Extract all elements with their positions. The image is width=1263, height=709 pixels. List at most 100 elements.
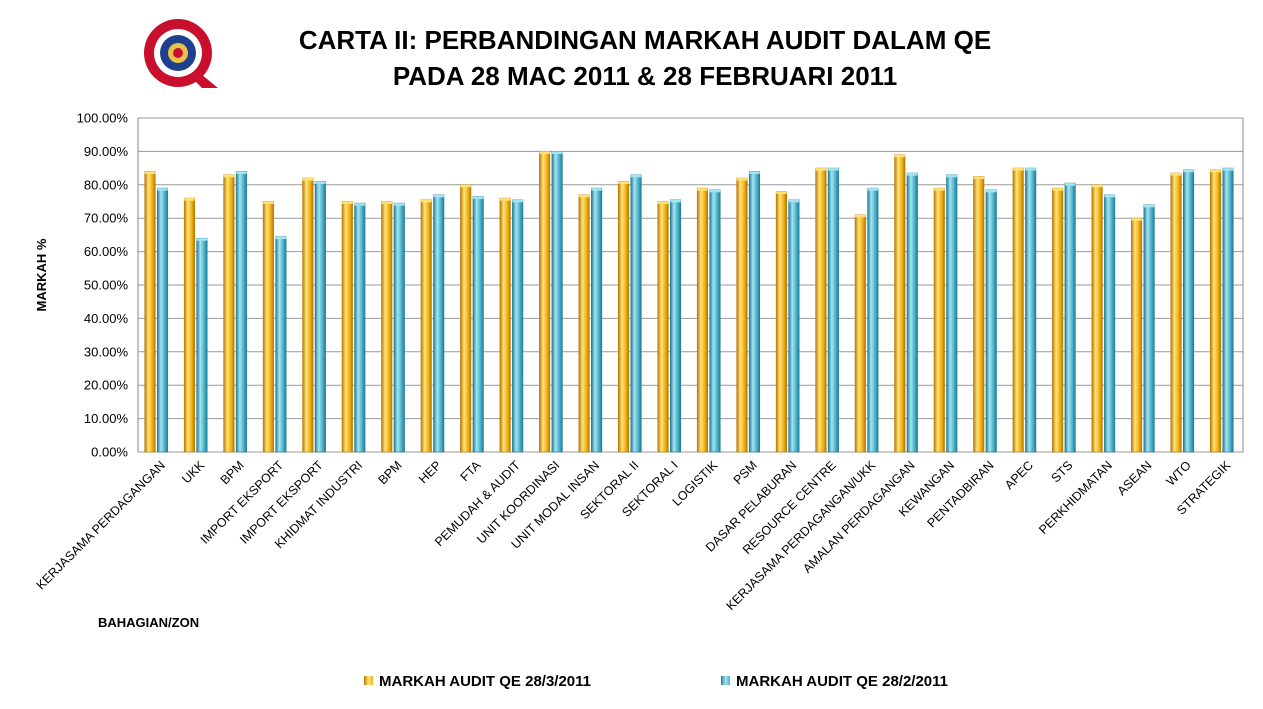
bar-series-2: [393, 202, 405, 453]
bar-cap-series-2: [1222, 168, 1234, 171]
bar-series-1: [183, 197, 195, 453]
bar-series-1: [460, 184, 472, 453]
bar-series-1: [420, 199, 432, 453]
bar-cap-series-2: [749, 171, 760, 174]
bar-series-2: [906, 172, 918, 453]
bar-series-1: [223, 174, 235, 453]
bar-cap-series-1: [460, 184, 471, 188]
bar-cap-series-2: [157, 188, 168, 191]
bars: [144, 151, 1234, 453]
y-tick-label: 70.00%: [84, 211, 129, 226]
bar-cap-series-1: [499, 198, 511, 201]
bar-cap-series-2: [551, 151, 563, 154]
bar-series-1: [1131, 217, 1143, 453]
x-tick-label: APEC: [1002, 458, 1036, 492]
bar-series-2: [591, 187, 603, 453]
bar-cap-series-1: [657, 201, 669, 204]
bar-cap-series-1: [776, 191, 787, 194]
bar-cap-series-2: [907, 173, 918, 176]
bar-cap-series-1: [973, 176, 984, 179]
y-tick-label: 40.00%: [84, 311, 129, 326]
y-tick-label: 0.00%: [91, 445, 128, 460]
bar-series-1: [262, 201, 274, 453]
bar-cap-series-1: [1012, 168, 1024, 171]
bar-series-1: [539, 151, 551, 453]
bar-series-1: [775, 191, 787, 453]
legend-swatch-series-2: [721, 676, 730, 685]
bar-series-1: [1012, 167, 1024, 453]
bar-cap-series-2: [591, 188, 602, 191]
bar-cap-series-2: [196, 238, 208, 241]
bar-cap-series-1: [855, 214, 866, 218]
y-tick-label: 100.00%: [77, 111, 129, 126]
bar-cap-series-1: [302, 178, 314, 181]
legend-item-series-2: MARKAH AUDIT QE 28/2/2011: [721, 673, 948, 690]
bar-cap-series-2: [630, 174, 642, 178]
bar-cap-series-1: [1131, 218, 1142, 221]
bar-cap-series-1: [144, 171, 156, 174]
y-tick-label: 80.00%: [84, 177, 129, 192]
bar-series-2: [669, 199, 682, 453]
bar-series-2: [1104, 194, 1116, 453]
bar-series-2: [748, 171, 760, 453]
y-tick-label: 90.00%: [84, 144, 129, 159]
bar-series-1: [933, 187, 945, 453]
bar-cap-series-1: [342, 201, 353, 204]
bar-cap-series-1: [618, 181, 629, 184]
bar-cap-series-1: [1170, 173, 1182, 176]
y-tick-label: 50.00%: [84, 278, 129, 293]
bar-cap-series-2: [1104, 194, 1115, 198]
bar-series-1: [696, 187, 709, 453]
x-tick-label: HEP: [416, 458, 444, 486]
y-tick-label: 30.00%: [84, 344, 129, 359]
bar-series-2: [551, 151, 563, 453]
y-axis-ticks: 0.00% 10.00% 20.00% 30.00% 40.00% 50.00% 60.00…: [77, 111, 129, 460]
bar-series-1: [1091, 184, 1103, 453]
bar-series-2: [275, 236, 287, 453]
bar-cap-series-2: [394, 203, 405, 206]
bar-cap-series-2: [709, 189, 721, 193]
bar-series-1: [973, 176, 985, 453]
logo: [138, 18, 218, 88]
bar-series-1: [381, 201, 393, 453]
bar-cap-series-1: [223, 174, 235, 178]
chart-title-line-1: CARTA II: PERBANDINGAN MARKAH AUDIT DALA…: [298, 25, 992, 55]
bar-series-1: [815, 167, 827, 453]
legend-swatch-series-1: [364, 676, 373, 685]
bar-series-1: [618, 181, 630, 453]
bar-series-1: [1170, 172, 1182, 453]
bar-cap-series-2: [985, 189, 997, 193]
bar-cap-series-1: [420, 199, 432, 203]
legend-item-series-1: MARKAH AUDIT QE 28/3/2011: [364, 673, 591, 690]
bar-cap-series-1: [736, 178, 748, 181]
bar-cap-series-1: [815, 168, 827, 171]
chart-title-line-2: PADA 28 MAC 2011 & 28 FEBRUARI 2011: [392, 61, 898, 91]
legend-label-series-2: MARKAH AUDIT QE 28/2/2011: [736, 673, 949, 690]
y-tick-label: 60.00%: [84, 244, 129, 259]
bar-cap-series-1: [539, 151, 550, 154]
bar-cap-series-2: [512, 199, 523, 203]
y-tick-label: 10.00%: [84, 411, 129, 426]
chart-title: CARTA II: PERBANDINGAN MARKAH AUDIT DALA…: [200, 22, 1090, 94]
bar-series-2: [985, 189, 997, 453]
legend-label-series-1: MARKAH AUDIT QE 28/3/2011: [379, 673, 592, 690]
bar-series-1: [499, 197, 511, 453]
bar-series-1: [854, 214, 866, 453]
bar-series-2: [946, 174, 958, 453]
bar-series-2: [235, 171, 247, 453]
x-tick-label: ASEAN: [1115, 458, 1155, 498]
bar-series-1: [144, 171, 156, 453]
bar-cap-series-2: [315, 181, 326, 184]
bar-series-1: [1052, 187, 1064, 453]
bar-series-1: [1209, 169, 1222, 453]
legend: MARKAH AUDIT QE 28/3/2011 MARKAH AUDIT Q…: [0, 673, 1263, 693]
bar-series-2: [354, 202, 366, 453]
x-tick-label: WTO: [1164, 458, 1195, 489]
bar-cap-series-2: [1143, 204, 1155, 208]
bar-series-2: [1183, 169, 1195, 453]
bar-cap-series-2: [433, 194, 444, 198]
bar-cap-series-1: [1210, 169, 1221, 173]
x-tick-label: UKK: [179, 458, 208, 487]
bar-cap-series-2: [828, 168, 839, 171]
